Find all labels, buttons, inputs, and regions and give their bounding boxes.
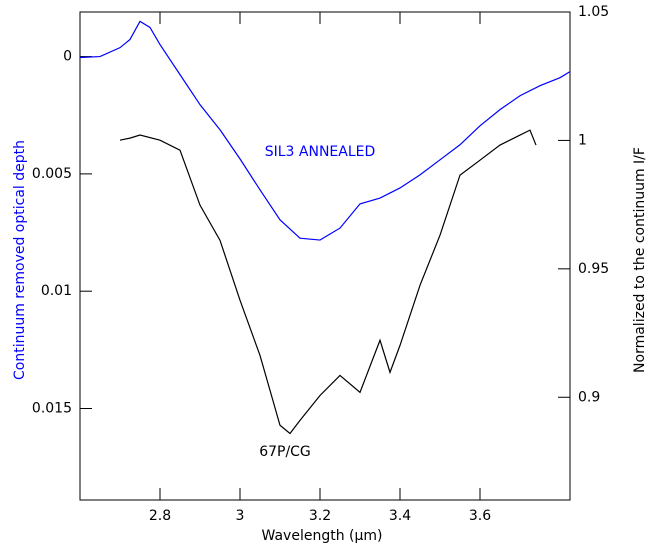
x-tick-label: 2.8	[149, 508, 171, 524]
y2-tick-label: 1	[578, 132, 587, 148]
y-tick-label: 0.005	[32, 166, 72, 182]
y2-tick-label: 0.9	[578, 389, 600, 405]
x-tick-label: 3.4	[389, 508, 411, 524]
y2-tick-label: 1.05	[578, 4, 609, 20]
x-axis-label: Wavelength (μm)	[262, 528, 383, 544]
data-line	[119, 129, 537, 435]
data-line	[79, 20, 571, 241]
x-tick-label: 3.2	[309, 508, 331, 524]
x-tick-label: 3	[236, 508, 245, 524]
y-axis-label: Continuum removed optical depth	[12, 140, 28, 380]
plot-frame	[79, 11, 571, 501]
annotation: 67P/CG	[259, 444, 311, 460]
y-tick-label: 0	[63, 49, 72, 65]
y2-axis-label: Normalized to the continuum I/F	[632, 147, 648, 373]
y-tick-label: 0.015	[32, 401, 72, 417]
y2-tick-label: 0.95	[578, 261, 609, 277]
x-tick-label: 3.6	[469, 508, 491, 524]
annotation: SIL3 ANNEALED	[265, 144, 376, 160]
y-tick-label: 0.01	[41, 283, 72, 299]
